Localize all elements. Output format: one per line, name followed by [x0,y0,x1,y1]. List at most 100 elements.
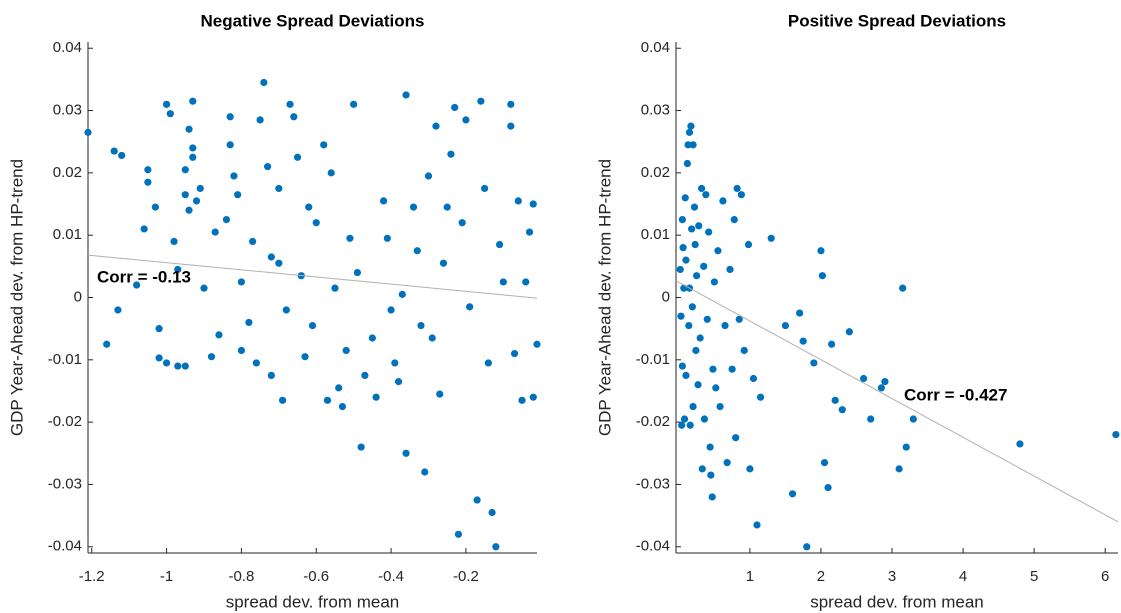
scatter-point [118,151,126,160]
y-tick-label: 0 [74,288,82,305]
scatter-point [735,315,743,323]
x-tick-label: 4 [959,568,967,585]
scatter-point [696,334,704,342]
scatter-point [710,278,718,286]
scatter-point [353,268,361,277]
scatter-point [162,359,171,367]
scatter-point [700,262,708,270]
scatter-point [683,159,691,168]
scatter-point [335,384,343,392]
scatter-point [215,331,223,339]
scatter-point [110,147,118,155]
scatter-point [881,378,889,386]
y-tick-label: 0.04 [53,39,82,56]
scatter-point [192,197,201,205]
scatter-point [237,278,246,286]
x-tick-label: 1 [746,568,754,585]
scatter-point [721,321,729,330]
scatter-point [477,97,485,105]
y-tick-label: 0.04 [641,39,670,56]
scatter-point [166,110,174,118]
scatter-point [293,153,302,161]
scatter-point [286,100,294,108]
scatter-point [689,141,697,149]
scatter-point [753,521,761,529]
x-tick-label: 6 [1101,568,1109,585]
scatter-point [679,244,687,252]
scatter-point [507,100,515,108]
fit-line [87,254,538,299]
scatter-point [234,191,242,199]
scatter-point [320,141,328,149]
y-tick-label: -0.01 [48,351,82,368]
scatter-point [260,78,268,87]
y-tick-label: -0.01 [636,351,670,368]
scatter-point [323,396,332,404]
scatter-point [189,97,197,105]
scatter-point [693,272,701,280]
scatter-point [409,203,418,211]
scatter-point [529,200,537,208]
scatter-point [682,256,690,264]
scatter-point [730,216,738,224]
scatter-point [678,216,686,224]
scatter-point [728,365,736,373]
y-tick-label: -0.04 [636,538,670,555]
scatter-point [249,237,257,246]
scatter-point [677,312,685,320]
scatter-point [533,340,541,348]
x-axis-label: spread dev. from mean [810,592,984,611]
scatter-point [495,240,504,249]
scatter-point [700,415,709,423]
scatter-point [1016,440,1024,448]
scatter-point [383,234,391,242]
scatter-point [207,353,216,361]
scatter-point [402,449,410,457]
scatter-point [909,415,917,423]
scatter-point [454,530,463,538]
scatter-point [290,113,298,121]
scatter-point [226,141,234,149]
scatter-point [740,346,748,355]
scatter-point [398,290,406,298]
scatter-point [181,362,189,370]
scatter-point [681,194,689,202]
scatter-point [181,191,189,199]
scatter-point [818,272,826,280]
scatter-point [379,197,388,205]
scatter-point [368,334,376,342]
scatter-point [391,359,399,367]
scatter-point [361,371,369,379]
scatter-point [144,166,152,174]
scatter-point [267,371,275,379]
x-tick-label: 5 [1030,568,1038,585]
scatter-point [687,122,695,130]
scatter-point [714,247,722,255]
scatter-point [828,340,836,348]
y-tick-label: -0.03 [48,475,82,492]
y-axis-label: GDP Year-Ahead dev. from HP-trend [7,159,26,436]
scatter-point [678,421,686,429]
scatter-point [810,359,818,367]
scatter-point [428,334,436,342]
scatter-point [688,303,696,311]
scatter-point [357,443,365,451]
annotation: Corr = -0.13 [97,267,191,286]
scatter-point [114,306,122,314]
y-tick-label: 0.01 [641,226,670,243]
x-tick-label: -1 [160,568,173,585]
scatter-point [222,216,231,224]
x-tick-label: -1.2 [79,568,105,585]
scatter-point [1112,430,1120,439]
scatter-point [694,381,702,389]
scatter-point [200,284,208,292]
scatter-point [327,169,335,177]
scatter-point [346,234,354,242]
scatter-point [698,465,706,473]
scatter-point [529,393,537,401]
scatter-point [867,415,875,423]
scatter-point [902,443,910,451]
scatter-point [181,166,189,174]
scatter-point [488,508,496,517]
scatter-point [709,365,717,373]
